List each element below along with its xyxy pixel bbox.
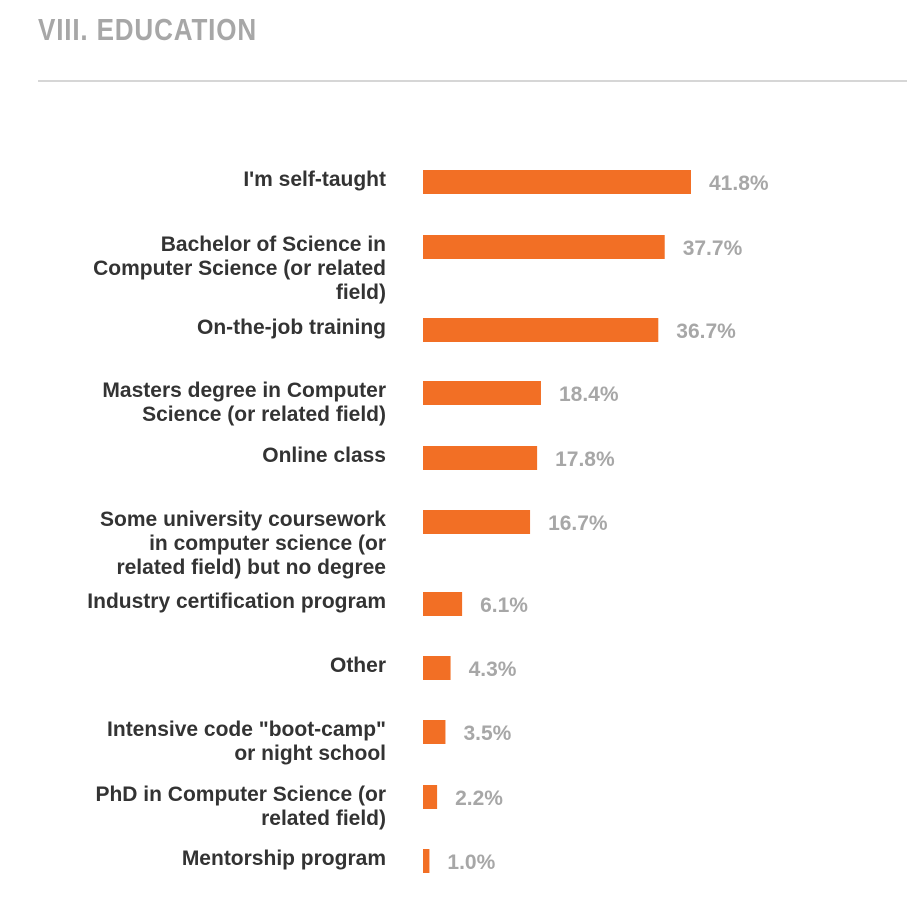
category-label: On-the-job training [197, 316, 386, 339]
value-label: 4.3% [469, 658, 517, 681]
bar [423, 446, 538, 470]
bar [423, 170, 691, 194]
category-label: Masters degree in Computer Science (or re… [102, 379, 386, 426]
category-label: Intensive code "boot-camp" or night schoo… [107, 718, 386, 765]
category-label: Industry certification program [87, 590, 386, 613]
value-label: 18.4% [559, 383, 619, 406]
bar [423, 235, 665, 259]
bar [423, 318, 659, 342]
category-label: Other [330, 654, 386, 677]
bar [423, 656, 451, 680]
value-label: 3.5% [463, 722, 511, 745]
category-label: PhD in Computer Science (or related field… [95, 783, 386, 830]
bar [423, 510, 531, 534]
category-label: Online class [262, 444, 386, 467]
category-label: Some university coursework in computer sc… [100, 508, 386, 579]
category-label: Mentorship program [182, 847, 386, 870]
value-label: 2.2% [455, 787, 503, 810]
value-label: 1.0% [447, 851, 495, 874]
bar [423, 720, 446, 744]
value-label: 41.8% [709, 172, 769, 195]
value-label: 36.7% [676, 320, 736, 343]
value-label: 37.7% [683, 237, 743, 260]
value-label: 16.7% [548, 512, 608, 535]
category-label: Bachelor of Science in Computer Science (… [93, 233, 386, 304]
bar [423, 381, 541, 405]
bar [423, 592, 463, 616]
section-title: VIII. EDUCATION [38, 12, 258, 47]
bar [423, 849, 430, 873]
bar [423, 785, 438, 809]
value-label: 6.1% [480, 594, 528, 617]
category-label: I'm self-taught [243, 168, 386, 191]
value-label: 17.8% [555, 448, 615, 471]
title-divider [38, 80, 907, 82]
